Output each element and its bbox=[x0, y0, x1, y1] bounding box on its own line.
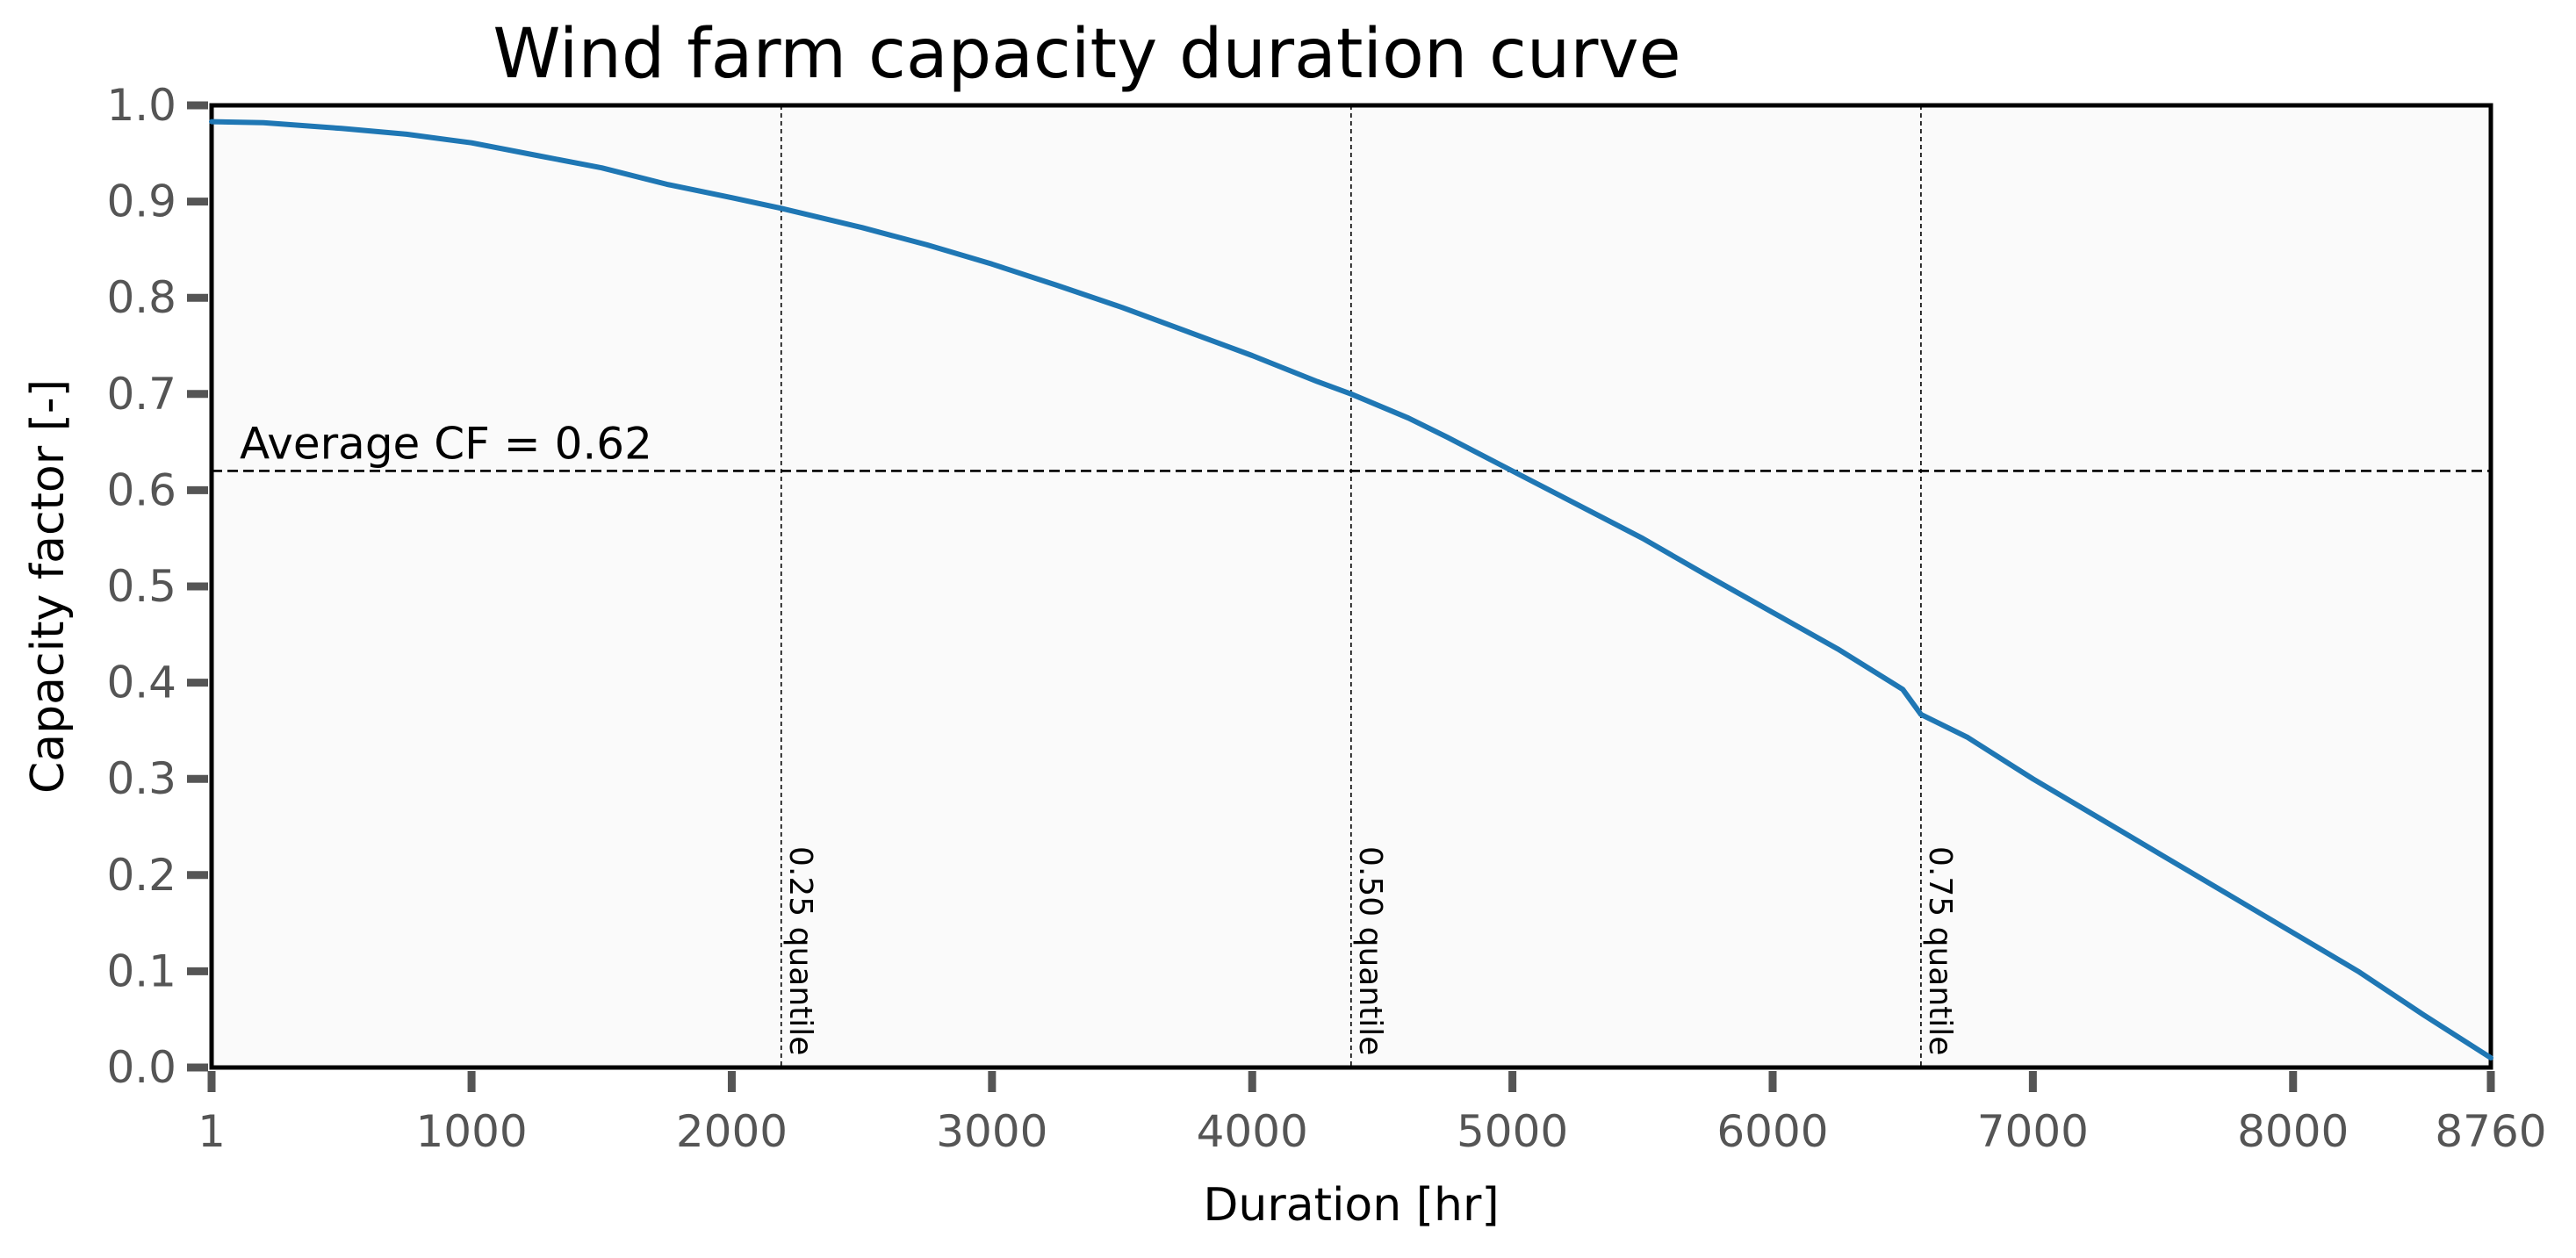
y-tick-label-5: 0.5 bbox=[106, 561, 176, 612]
x-tick-label-4: 4000 bbox=[1197, 1106, 1308, 1157]
quantile-label-0: 0.25 quantile bbox=[782, 846, 818, 1055]
y-tick-label-6: 0.6 bbox=[106, 464, 176, 515]
y-tick-label-1: 0.1 bbox=[106, 945, 176, 996]
y-tick-label-2: 0.2 bbox=[106, 850, 176, 901]
x-tick-label-7: 7000 bbox=[1977, 1106, 2089, 1157]
quantile-label-1: 0.50 quantile bbox=[1352, 846, 1388, 1055]
x-tick-label-1: 1000 bbox=[415, 1106, 527, 1157]
series-layer bbox=[209, 119, 2493, 1060]
x-axis-label: Duration [hr] bbox=[1203, 1179, 1499, 1232]
x-tick-label-9: 8760 bbox=[2435, 1106, 2546, 1157]
y-tick-label-0: 0.0 bbox=[106, 1042, 176, 1093]
y-tick-label-8: 0.8 bbox=[106, 272, 176, 323]
x-tick-label-6: 6000 bbox=[1716, 1106, 1828, 1157]
y-tick-label-4: 0.4 bbox=[106, 658, 176, 708]
y-tick-label-10: 1.0 bbox=[106, 80, 176, 131]
y-axis-label: Capacity factor [-] bbox=[22, 379, 75, 794]
y-tick-label-9: 0.9 bbox=[106, 176, 176, 227]
x-tick-label-3: 3000 bbox=[936, 1106, 1047, 1157]
x-tick-label-5: 5000 bbox=[1457, 1106, 1568, 1157]
quantile-label-2: 0.75 quantile bbox=[1922, 846, 1958, 1055]
x-axis: 1 1000 2000 3000 4000 5000 6000 7000 8000 8760 bbox=[198, 1071, 2547, 1157]
average-label: Average CF = 0.62 bbox=[240, 418, 652, 469]
chart-title: Wind farm capacity duration curve bbox=[493, 15, 1680, 94]
x-tick-label-2: 2000 bbox=[676, 1106, 788, 1157]
y-axis: 0.0 0.1 0.2 0.3 0.4 0.5 0.6 0.7 0.8 0.9 1.0 bbox=[106, 80, 208, 1093]
quantile-lines: 0.25 quantile 0.50 quantile 0.75 quantile bbox=[780, 105, 1958, 1068]
series-line-0 bbox=[209, 119, 2493, 1060]
x-tick-label-0: 1 bbox=[198, 1106, 226, 1157]
x-tick-label-8: 8000 bbox=[2237, 1106, 2349, 1157]
average-line-group: Average CF = 0.62 bbox=[212, 418, 2491, 472]
y-tick-label-7: 0.7 bbox=[106, 369, 176, 420]
y-tick-label-3: 0.3 bbox=[106, 753, 176, 804]
